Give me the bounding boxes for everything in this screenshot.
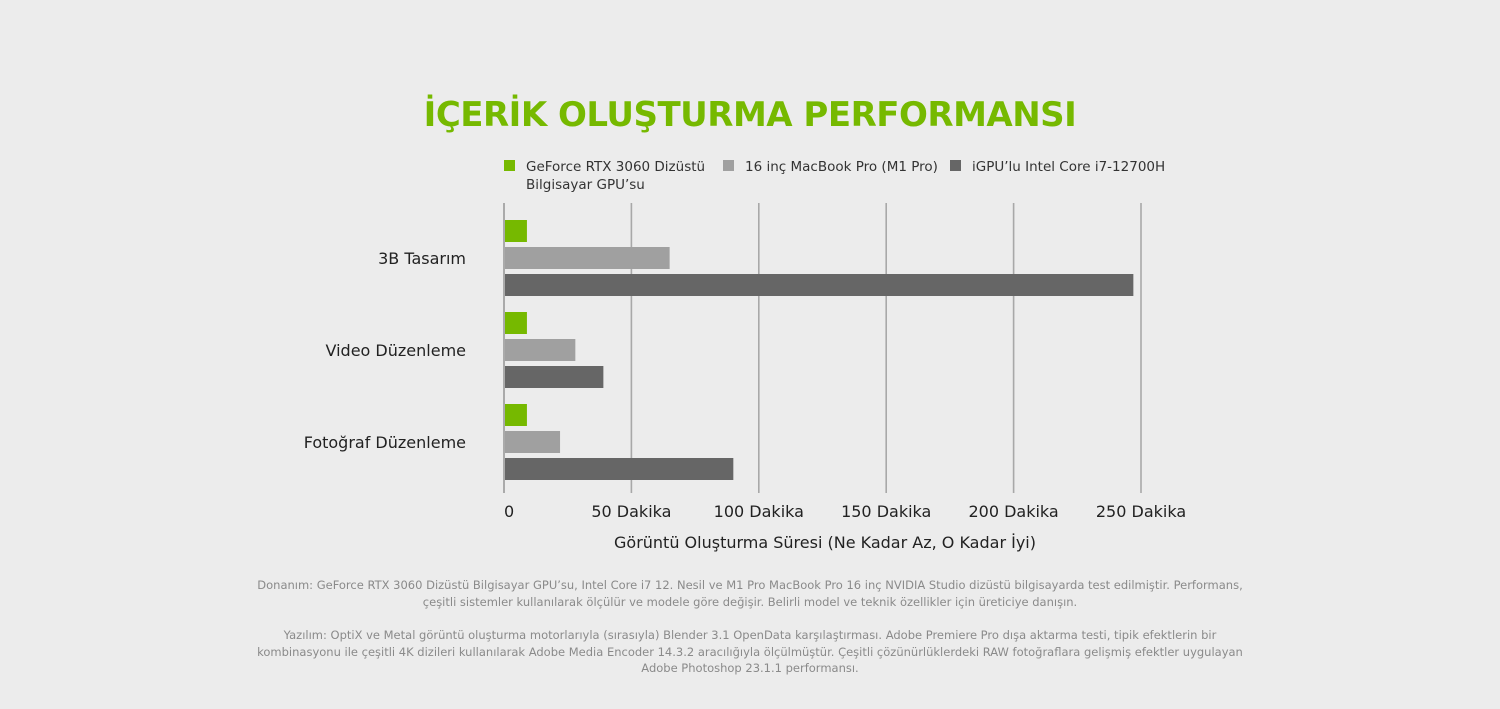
bar-video-duzenleme-series-3 (505, 366, 604, 388)
x-tick-label-250: 250 Dakika (1096, 502, 1186, 521)
legend-swatch (950, 160, 961, 171)
legend-label: 16 inç MacBook Pro (M1 Pro) (745, 159, 938, 175)
x-axis-title: Görüntü Oluşturma Süresi (Ne Kadar Az, O… (614, 533, 1036, 552)
x-tick-label-0: 0 (504, 502, 514, 521)
category-labels: 3B Tasarım Video Düzenleme Fotoğraf Düzenl… (304, 249, 466, 452)
x-tick-label-200: 200 Dakika (968, 502, 1058, 521)
bar-video-duzenleme-series-2 (505, 339, 576, 361)
bar-fotograf-duzenleme-series-1 (505, 404, 527, 426)
footnote-software: Yazılım: OptiX ve Metal görüntü oluşturm… (257, 628, 1243, 675)
bar-3b-tasarim-series-2 (505, 247, 670, 269)
bar-fotograf-duzenleme-series-2 (505, 431, 561, 453)
x-tick-label-50: 50 Dakika (591, 502, 671, 521)
category-label-fotograf-duzenleme: Fotoğraf Düzenleme (304, 433, 466, 452)
chart-legend: GeForce RTX 3060 Dizüstü Bilgisayar GPU’s… (504, 159, 1165, 193)
legend-item-3: iGPU’lu Intel Core i7-12700H (950, 159, 1165, 175)
bar-3b-tasarim-series-3 (505, 274, 1134, 296)
x-tick-label-100: 100 Dakika (714, 502, 804, 521)
legend-item-1: GeForce RTX 3060 Dizüstü Bilgisayar GPU’s… (504, 159, 705, 193)
legend-label: iGPU’lu Intel Core i7-12700H (972, 159, 1165, 175)
bar-fotograf-duzenleme-series-3 (505, 458, 734, 480)
category-label-video-duzenleme: Video Düzenleme (326, 341, 466, 360)
category-label-3b-tasarim: 3B Tasarım (378, 249, 466, 268)
bars (505, 220, 1134, 480)
x-tick-labels: 0 50 Dakika 100 Dakika 150 Dakika 200 Dakika… (504, 502, 1186, 521)
chart-title: İÇERİK OLUŞTURMA PERFORMANSI (424, 94, 1077, 135)
legend-swatch (723, 160, 734, 171)
x-tick-label-150: 150 Dakika (841, 502, 931, 521)
footnote-hardware: Donanım: GeForce RTX 3060 Dizüstü Bilgis… (257, 578, 1243, 609)
bar-video-duzenleme-series-1 (505, 312, 527, 334)
bar-3b-tasarim-series-1 (505, 220, 527, 242)
legend-swatch (504, 160, 515, 171)
gridlines (503, 203, 1142, 493)
legend-label: GeForce RTX 3060 Dizüstü (526, 159, 705, 175)
legend-label: Bilgisayar GPU’su (526, 177, 645, 193)
footnotes: Donanım: GeForce RTX 3060 Dizüstü Bilgis… (250, 577, 1250, 694)
legend-item-2: 16 inç MacBook Pro (M1 Pro) (723, 159, 938, 175)
